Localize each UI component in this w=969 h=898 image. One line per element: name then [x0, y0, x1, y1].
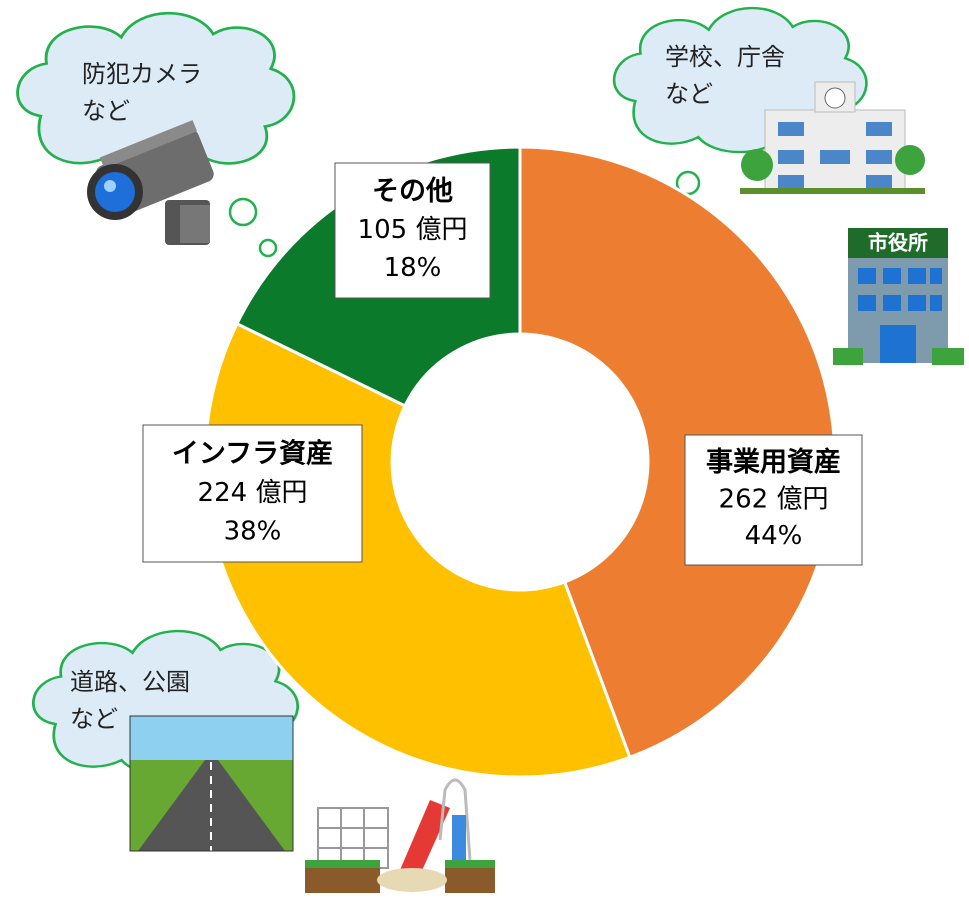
label-box: [334, 162, 491, 299]
annotation: など: [665, 80, 713, 108]
labels: 事業用資産 262 億円 44% インフラ資産 224 億円 38% その他 105 億円 18…: [142, 162, 863, 566]
annotation: など: [82, 97, 130, 125]
sign: 市役所: [868, 231, 928, 255]
annotation: 防犯カメラ: [82, 60, 202, 88]
road-illustration: [129, 715, 294, 852]
annotation: 学校、庁舎: [665, 43, 785, 71]
city-hall-illustration: 市役所: [833, 228, 964, 365]
percentage-label: 44%: [745, 521, 803, 551]
label-box: [142, 424, 363, 563]
value-label: 262 億円: [719, 485, 829, 515]
value-label: 105 億円: [358, 215, 468, 245]
playground-illustration: [305, 778, 495, 893]
donut-segment: [518, 145, 837, 760]
category-label: インフラ資産: [172, 438, 333, 470]
label-box: [684, 434, 863, 566]
annotation: 道路、公園: [70, 668, 190, 696]
annotation: など: [70, 705, 118, 733]
category-label: 事業用資産: [706, 446, 841, 478]
camera-illustration: [87, 120, 214, 245]
percentage-label: 18%: [384, 253, 442, 283]
school-illustration: [740, 81, 925, 194]
camera-bubble: 防犯カメラ など: [16, 11, 296, 280]
value-label: 224 億円: [198, 478, 308, 508]
percentage-label: 38%: [224, 516, 282, 546]
category-label: その他: [372, 176, 453, 207]
